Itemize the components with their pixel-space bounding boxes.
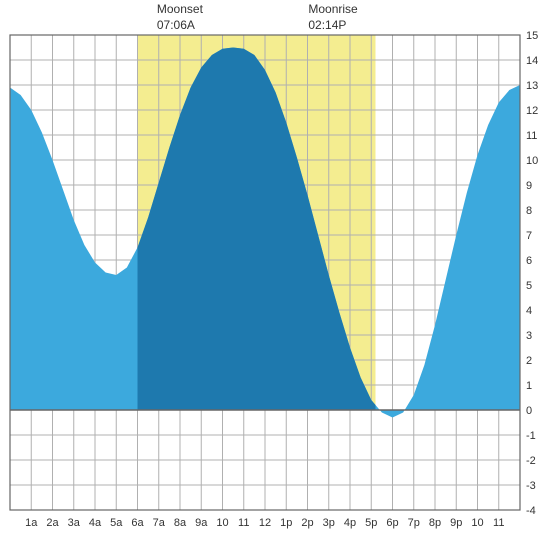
svg-text:1: 1 [526, 380, 532, 392]
svg-text:1a: 1a [25, 517, 38, 529]
svg-text:11: 11 [526, 130, 537, 142]
moonrise-time: 02:14P [308, 18, 357, 34]
chart-svg: -4-3-2-101234567891011121314151a2a3a4a5a… [0, 0, 550, 550]
svg-text:11: 11 [238, 517, 249, 529]
svg-text:1p: 1p [280, 517, 292, 529]
svg-text:2a: 2a [46, 517, 59, 529]
svg-text:10: 10 [216, 517, 228, 529]
svg-text:12: 12 [259, 517, 271, 529]
moonset-title: Moonset [157, 2, 203, 18]
svg-text:12: 12 [526, 105, 538, 117]
svg-text:2p: 2p [301, 517, 313, 529]
svg-text:3a: 3a [68, 517, 81, 529]
moonset-label: Moonset 07:06A [157, 2, 203, 33]
svg-text:9p: 9p [450, 517, 462, 529]
svg-text:0: 0 [526, 405, 532, 417]
tide-chart: -4-3-2-101234567891011121314151a2a3a4a5a… [0, 0, 550, 550]
svg-text:10: 10 [471, 517, 483, 529]
svg-text:5a: 5a [110, 517, 123, 529]
moonrise-label: Moonrise 02:14P [308, 2, 357, 33]
svg-text:7p: 7p [408, 517, 420, 529]
svg-text:2: 2 [526, 355, 532, 367]
svg-text:8: 8 [526, 205, 532, 217]
svg-text:-2: -2 [526, 455, 536, 467]
svg-text:9: 9 [526, 180, 532, 192]
svg-text:14: 14 [526, 55, 538, 67]
svg-text:3: 3 [526, 330, 532, 342]
svg-text:4: 4 [526, 305, 532, 317]
svg-text:15: 15 [526, 30, 538, 42]
svg-text:8p: 8p [429, 517, 441, 529]
svg-text:7: 7 [526, 230, 532, 242]
svg-text:-3: -3 [526, 480, 536, 492]
svg-text:4a: 4a [89, 517, 102, 529]
svg-text:9a: 9a [195, 517, 208, 529]
svg-text:7a: 7a [153, 517, 166, 529]
svg-text:10: 10 [526, 155, 538, 167]
moonrise-title: Moonrise [308, 2, 357, 18]
svg-text:6p: 6p [386, 517, 398, 529]
svg-text:4p: 4p [344, 517, 356, 529]
svg-text:6a: 6a [131, 517, 144, 529]
svg-text:-1: -1 [526, 430, 536, 442]
svg-text:8a: 8a [174, 517, 187, 529]
svg-text:13: 13 [526, 80, 538, 92]
svg-text:5: 5 [526, 280, 532, 292]
svg-text:5p: 5p [365, 517, 377, 529]
moonset-time: 07:06A [157, 18, 203, 34]
svg-text:-4: -4 [526, 505, 536, 517]
svg-text:3p: 3p [323, 517, 335, 529]
svg-text:6: 6 [526, 255, 532, 267]
svg-text:11: 11 [493, 517, 504, 529]
